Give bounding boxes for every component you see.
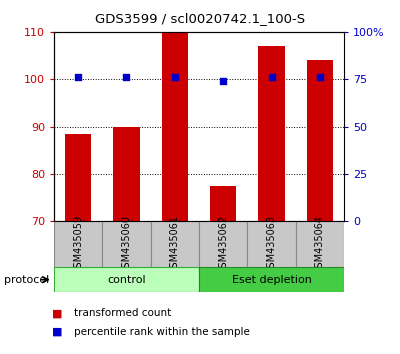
Bar: [199, 221, 247, 267]
Text: GSM435060: GSM435060: [122, 215, 132, 274]
Bar: [247, 221, 296, 267]
Bar: [296, 221, 344, 267]
Text: GSM435064: GSM435064: [315, 215, 325, 274]
Bar: [102, 221, 151, 267]
Bar: [258, 46, 285, 221]
Text: ■: ■: [52, 308, 62, 318]
Text: protocol: protocol: [4, 275, 49, 285]
Point: [317, 74, 323, 80]
Point: [75, 74, 81, 80]
Text: GDS3599 / scl0020742.1_100-S: GDS3599 / scl0020742.1_100-S: [95, 12, 305, 25]
Text: GSM435059: GSM435059: [73, 215, 83, 274]
Bar: [54, 221, 102, 267]
Point: [220, 78, 226, 84]
Text: Eset depletion: Eset depletion: [232, 275, 312, 285]
Text: GSM435062: GSM435062: [218, 215, 228, 274]
Text: GSM435061: GSM435061: [170, 215, 180, 274]
Point: [123, 74, 130, 80]
Bar: [151, 221, 199, 267]
Bar: [65, 134, 92, 221]
Point: [172, 74, 178, 80]
Point: [268, 74, 275, 80]
Bar: [113, 127, 140, 221]
Bar: [306, 60, 333, 221]
Text: percentile rank within the sample: percentile rank within the sample: [74, 327, 250, 337]
Text: transformed count: transformed count: [74, 308, 171, 318]
Bar: [54, 267, 199, 292]
Bar: [210, 186, 236, 221]
Bar: [162, 32, 188, 221]
Text: ■: ■: [52, 327, 62, 337]
Text: GSM435063: GSM435063: [266, 215, 276, 274]
Bar: [199, 267, 344, 292]
Text: control: control: [107, 275, 146, 285]
